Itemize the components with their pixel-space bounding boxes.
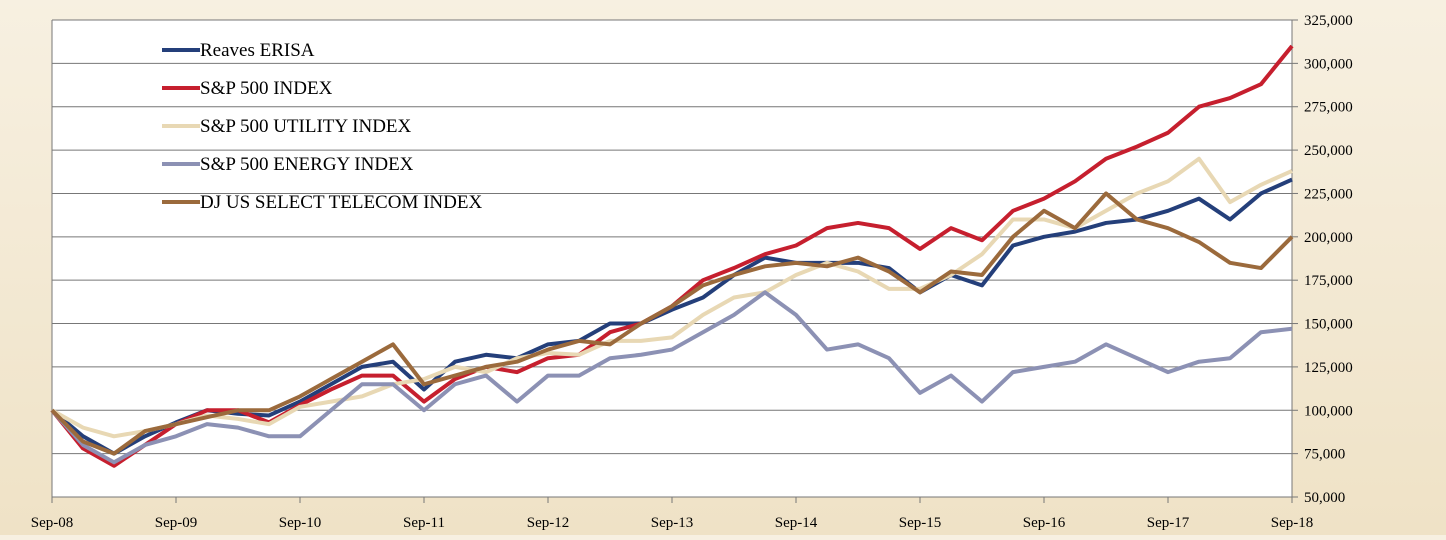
- y-tick-label: 300,000: [1304, 56, 1353, 72]
- x-tick-label: Sep-14: [775, 515, 818, 531]
- x-tick-label: Sep-17: [1147, 515, 1190, 531]
- y-tick-label: 75,000: [1304, 447, 1345, 463]
- y-tick-label: 125,000: [1304, 360, 1353, 376]
- series-line: [50, 290, 1293, 465]
- x-tick-label: Sep-08: [31, 515, 74, 531]
- series-line: [51, 156, 1293, 439]
- legend-label: Reaves ERISA: [200, 40, 315, 61]
- x-tick-label: Sep-18: [1271, 515, 1314, 531]
- legend-label: S&P 500 UTILITY INDEX: [200, 116, 412, 137]
- x-tick-label: Sep-09: [155, 515, 198, 531]
- y-tick-label: 200,000: [1304, 230, 1353, 246]
- x-tick-label: Sep-15: [899, 515, 942, 531]
- y-tick-label: 225,000: [1304, 186, 1353, 202]
- y-tick-label: 100,000: [1304, 403, 1353, 419]
- y-tick-label: 150,000: [1304, 317, 1353, 333]
- y-tick-label: 250,000: [1304, 143, 1353, 159]
- x-tick-label: Sep-16: [1023, 515, 1066, 531]
- x-tick-label: Sep-12: [527, 515, 570, 531]
- y-tick-label: 50,000: [1304, 490, 1345, 506]
- y-tick-label: 175,000: [1304, 273, 1353, 289]
- y-tick-label: 325,000: [1304, 13, 1353, 29]
- series-line: [50, 191, 1294, 456]
- series-line: [50, 177, 1293, 456]
- legend-label: S&P 500 INDEX: [200, 78, 333, 99]
- legend-label: S&P 500 ENERGY INDEX: [200, 154, 414, 175]
- x-tick-label: Sep-11: [403, 515, 445, 531]
- legend-label: DJ US SELECT TELECOM INDEX: [200, 192, 482, 213]
- y-tick-label: 275,000: [1304, 100, 1353, 116]
- x-tick-label: Sep-10: [279, 515, 322, 531]
- x-tick-label: Sep-13: [651, 515, 694, 531]
